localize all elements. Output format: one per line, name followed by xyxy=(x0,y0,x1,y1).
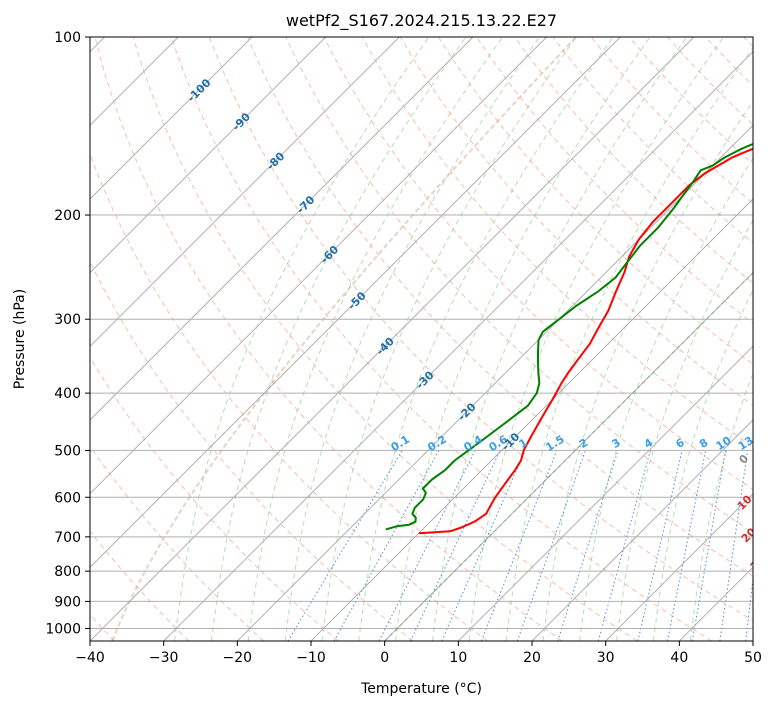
isotherm-line xyxy=(90,37,621,569)
x-tick-label: −10 xyxy=(296,650,326,666)
moist-adiabat-line xyxy=(358,37,614,641)
mixing-ratio-line xyxy=(637,450,683,641)
x-axis-label: Temperature (°C) xyxy=(360,681,482,697)
moist-adiabat-label: 30 xyxy=(748,553,768,573)
x-axis-ticks: −40 −30 −20 −10 0 10 20 30 40 50 xyxy=(75,641,762,666)
y-tick-label: 1000 xyxy=(45,621,81,637)
x-tick-label: 50 xyxy=(744,650,762,666)
y-tick-label: 200 xyxy=(54,208,81,224)
moist-adiabat-line xyxy=(652,288,753,641)
mixing-ratio-line xyxy=(691,450,726,641)
isotherm-line xyxy=(90,37,253,200)
x-tick-label: 20 xyxy=(523,650,541,666)
x-tick-label: −20 xyxy=(223,650,253,666)
dry-adiabat-line xyxy=(285,37,753,534)
dry-adiabat-line xyxy=(323,37,753,491)
dry-adiabat-line xyxy=(209,37,753,622)
isotherm-line xyxy=(90,37,400,348)
mixing-ratio-label: 13 xyxy=(736,434,756,453)
dry-adiabat-line xyxy=(437,37,753,365)
isotherm-line xyxy=(90,37,695,641)
y-tick-label: 900 xyxy=(54,594,81,610)
plot-area: 0.10.20.40.611.52346810131620253036-100-… xyxy=(90,37,768,641)
mixing-ratio-line xyxy=(287,450,403,641)
isotherms xyxy=(90,37,753,641)
isotherm-line xyxy=(90,37,327,274)
dry-adiabat-line xyxy=(132,37,638,641)
moist-adiabat-line xyxy=(321,37,577,641)
moist-adiabat-line xyxy=(431,37,688,641)
moist-adiabat-line xyxy=(247,37,504,641)
zero-isotherm-line xyxy=(384,271,753,641)
dry-adiabat-line xyxy=(90,530,190,641)
moist-adiabat-line xyxy=(468,37,725,641)
mixing-ratio-line xyxy=(557,450,619,641)
saturated-boundary-line xyxy=(111,37,577,641)
mixing-ratio-lines xyxy=(287,450,753,641)
mixing-ratio-line xyxy=(409,450,501,641)
mixing-ratio-line xyxy=(441,450,526,641)
y-tick-label: 300 xyxy=(54,312,81,328)
x-tick-label: −30 xyxy=(149,650,179,666)
dry-adiabat-line xyxy=(399,37,753,406)
isotherm-line xyxy=(310,198,753,641)
temperature-profile-line xyxy=(418,147,753,535)
x-tick-label: −40 xyxy=(75,650,105,666)
dry-adiabat-line xyxy=(247,37,753,577)
y-axis-ticks: 1000 900 800 700 600 500 400 300 200 100 xyxy=(45,30,90,637)
profile-series xyxy=(385,142,753,535)
isotherm-line xyxy=(605,492,753,641)
isotherm-line xyxy=(457,345,753,641)
dry-adiabat-line xyxy=(90,260,414,641)
dry-adiabats xyxy=(90,37,753,641)
moist-adiabat-line xyxy=(284,37,540,641)
mixing-ratio-line xyxy=(666,450,707,641)
y-tick-label: 800 xyxy=(54,564,81,580)
isotherm-line xyxy=(90,37,548,495)
dry-adiabat-line xyxy=(90,356,339,641)
moist-adiabats xyxy=(111,37,753,641)
zero-isotherm xyxy=(384,271,753,641)
dewpoint-profile-line xyxy=(385,142,753,531)
mixing-ratio-line xyxy=(597,450,651,641)
moist-adiabat-line xyxy=(210,37,467,641)
moist-adiabat-line xyxy=(174,37,430,641)
mixing-ratio-line xyxy=(516,450,587,641)
moist-adiabat-line xyxy=(542,100,753,641)
isotherm-line xyxy=(163,50,753,641)
x-tick-label: 10 xyxy=(449,650,467,666)
y-tick-label: 600 xyxy=(54,490,81,506)
moist-adiabat-line xyxy=(395,37,651,641)
x-tick-label: 0 xyxy=(380,650,389,666)
y-tick-label: 400 xyxy=(54,386,81,402)
moist-adiabat-line xyxy=(579,157,753,641)
y-tick-label: 500 xyxy=(54,443,81,459)
x-tick-label: 40 xyxy=(670,650,688,666)
y-tick-label: 700 xyxy=(54,530,81,546)
chart-title: wetPf2_S167.2024.215.13.22.E27 xyxy=(286,11,557,31)
plot-frame xyxy=(89,36,754,642)
x-tick-label: 30 xyxy=(597,650,615,666)
dry-adiabat-line xyxy=(94,37,563,641)
isobars xyxy=(90,37,753,629)
y-tick-label: 100 xyxy=(54,30,81,46)
y-axis-label: Pressure (hPa) xyxy=(12,289,28,389)
moist-adiabat-line xyxy=(689,372,753,641)
isotherm-line xyxy=(90,37,474,421)
isotherm-line xyxy=(531,419,753,641)
mixing-ratio-line xyxy=(719,450,749,641)
mixing-ratio-line xyxy=(333,450,440,641)
